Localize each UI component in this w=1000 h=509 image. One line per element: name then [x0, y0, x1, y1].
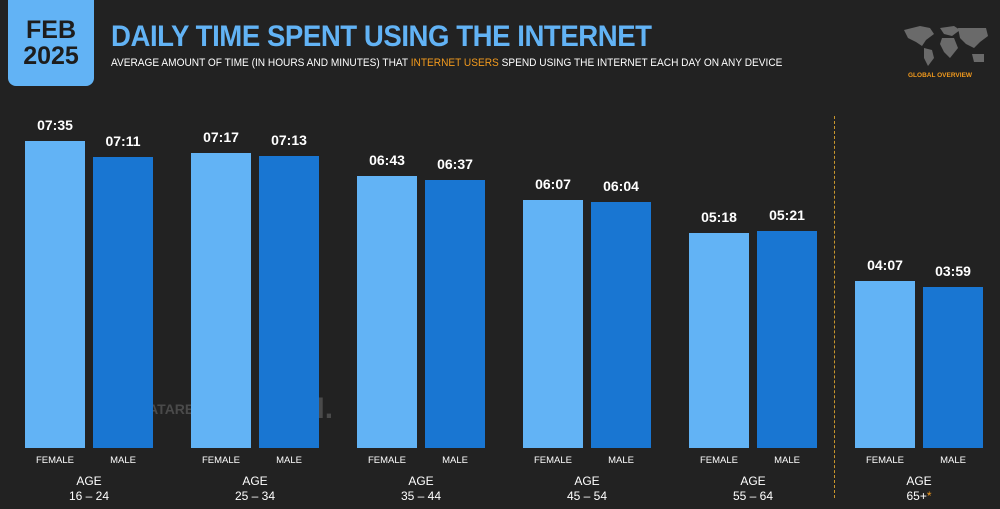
world-map-icon: [904, 26, 988, 66]
value-label: 03:59: [935, 262, 971, 279]
age-title: AGE: [906, 474, 932, 488]
bar-male: [757, 231, 817, 448]
age-range: 35 – 44: [361, 489, 481, 504]
series-label: MALE: [774, 455, 800, 466]
bar-male: [923, 286, 983, 448]
age-range: 55 – 64: [693, 489, 813, 504]
age-title: AGE: [408, 474, 434, 488]
series-label: FEMALE: [865, 455, 904, 466]
value-label: 06:07: [535, 176, 571, 193]
age-range-text: 45 – 54: [566, 489, 608, 503]
series-label: MALE: [110, 455, 136, 466]
age-group-label: AGE 45 – 54: [527, 474, 647, 504]
age-range: 25 – 34: [195, 489, 315, 504]
value-label: 06:04: [603, 178, 639, 195]
age-title: AGE: [574, 474, 600, 488]
series-label: FEMALE: [201, 455, 240, 466]
age-range: 65+*: [859, 489, 979, 504]
age-range: 45 – 54: [527, 489, 647, 504]
date-year: 2025: [23, 42, 79, 70]
chart-subtitle: AVERAGE AMOUNT OF TIME (IN HOURS AND MIN…: [111, 57, 782, 69]
series-label: FEMALE: [35, 455, 74, 466]
bar-male: [591, 202, 651, 448]
series-label: FEMALE: [533, 455, 572, 466]
date-month: FEB: [26, 16, 76, 44]
bar-female: [25, 140, 85, 448]
bar-male: [259, 155, 319, 448]
bar-male: [425, 180, 485, 448]
value-label: 06:37: [437, 156, 473, 173]
series-label: MALE: [608, 455, 634, 466]
subtitle-text-end: SPEND USING THE INTERNET EACH DAY ON ANY…: [498, 57, 783, 69]
age-group-label: AGE 55 – 64: [693, 474, 813, 504]
series-label: MALE: [940, 455, 966, 466]
value-label: 07:11: [105, 133, 141, 150]
age-group-label: AGE 35 – 44: [361, 474, 481, 504]
age-range: 16 – 24: [29, 489, 149, 504]
bar-female: [689, 233, 749, 448]
chart-title: DAILY TIME SPENT USING THE INTERNET: [111, 20, 652, 53]
value-label: 07:13: [271, 131, 307, 148]
age-title: AGE: [76, 474, 102, 488]
value-label: 05:21: [769, 207, 805, 224]
subtitle-text: AVERAGE AMOUNT OF TIME (IN HOURS AND MIN…: [111, 57, 411, 69]
series-label: MALE: [276, 455, 302, 466]
value-label: 07:35: [37, 116, 73, 133]
age-range-text: 25 – 34: [234, 489, 276, 503]
bar-male: [93, 157, 153, 448]
series-label: MALE: [442, 455, 468, 466]
age-title: AGE: [242, 474, 268, 488]
value-label: 07:17: [203, 129, 239, 146]
series-label: FEMALE: [367, 455, 406, 466]
bar-female: [855, 281, 915, 448]
group-divider: [834, 116, 835, 498]
global-overview-label: GLOBAL OVERVIEW: [908, 72, 973, 79]
age-range-text: 65+: [906, 489, 927, 503]
age-range-text: 16 – 24: [68, 489, 110, 503]
bar-female: [357, 175, 417, 448]
bar-female: [191, 153, 251, 448]
date-badge: FEB 2025: [8, 0, 94, 86]
bar-female: [523, 200, 583, 448]
value-label: 06:43: [369, 151, 405, 168]
age-group-label: AGE 65+*: [859, 474, 979, 504]
age-group-label: AGE 16 – 24: [29, 474, 149, 504]
series-label: FEMALE: [699, 455, 738, 466]
age-title: AGE: [740, 474, 766, 488]
age-range-text: 35 – 44: [400, 489, 442, 503]
age-group-label: AGE 25 – 34: [195, 474, 315, 504]
age-range-text: 55 – 64: [732, 489, 774, 503]
value-label: 05:18: [701, 209, 737, 226]
subtitle-highlight: INTERNET USERS: [410, 57, 499, 69]
value-label: 04:07: [867, 257, 903, 274]
footnote-marker: *: [926, 489, 932, 503]
